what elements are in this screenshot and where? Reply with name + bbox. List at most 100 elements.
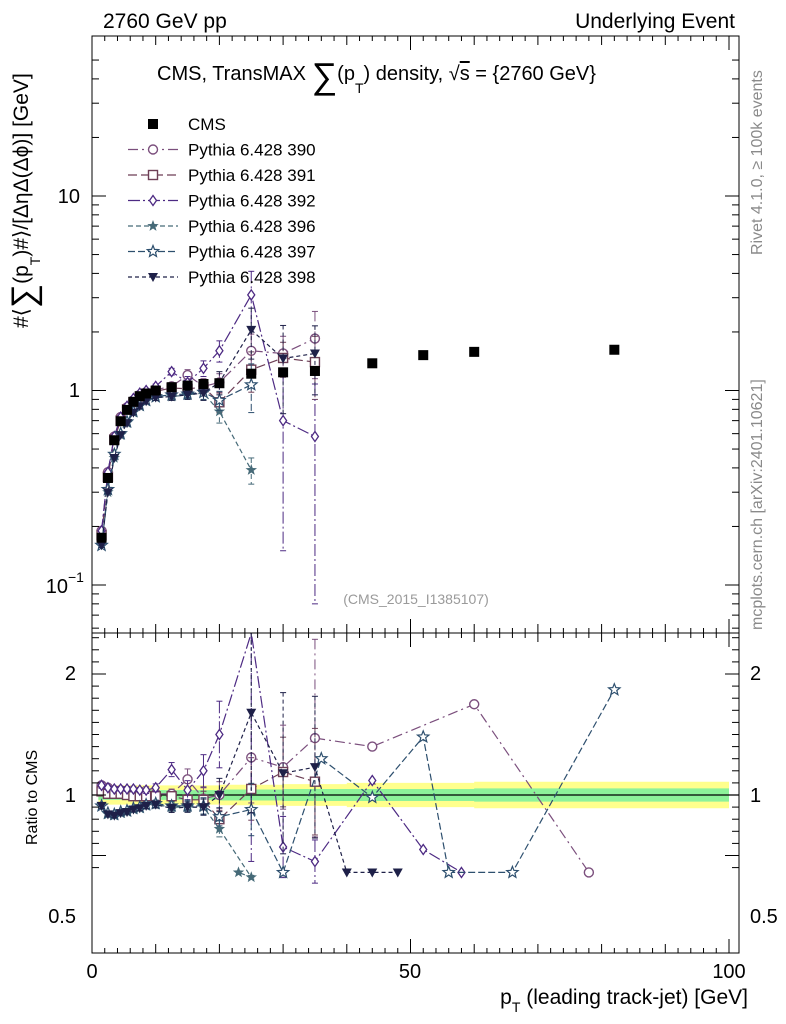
series-2-point: [199, 362, 208, 375]
cms-data-point: [214, 378, 225, 389]
y-title-rest: )#⟩/[ΔηΔ(Δϕ)] [GeV]: [10, 73, 33, 256]
series-5-point: [182, 390, 193, 400]
cms-data-point: [469, 346, 480, 357]
ratio-left-tick-0p5: 0.5: [48, 906, 76, 928]
legend-label-0: CMS: [188, 115, 226, 134]
series-5-ratio-point: [392, 868, 403, 878]
x-tick-label-0: 0: [86, 961, 97, 983]
series-2-ratio-point: [110, 782, 119, 796]
series-2-ratio-point: [97, 779, 106, 792]
cms-data-point: [115, 416, 126, 427]
legend-label-1: Pythia 6.428 390: [188, 141, 316, 160]
legend-marker-0: [148, 119, 158, 129]
series-2-ratio-point: [367, 774, 377, 787]
series-5-point: [246, 325, 257, 335]
cms-data-point: [122, 404, 133, 415]
cms-data-point: [609, 344, 620, 355]
ratio-left-tick-1: 1: [65, 785, 76, 807]
main-axis-ticks: [91, 36, 739, 633]
series-0-ratio-point: [469, 699, 480, 710]
series-5-point: [198, 389, 209, 399]
cms-data-point: [182, 380, 193, 391]
series-5-ratio-point: [166, 804, 177, 814]
series-5-point: [278, 354, 289, 364]
series-5-ratio-point: [128, 805, 139, 815]
series-5-line: [101, 328, 315, 546]
y-title-prefix: #⟨: [10, 308, 33, 328]
series-5-point: [109, 453, 120, 463]
series-5-ratio-point: [109, 811, 120, 821]
y-tick-label-exponent: −1: [68, 569, 84, 585]
cms-data-point: [128, 396, 139, 407]
series-2-ratio-point: [135, 784, 145, 797]
y-title-sum-symbol: ∑: [5, 284, 43, 308]
series-5-ratio-point: [214, 791, 225, 800]
series-4-ratio-point: [275, 864, 291, 879]
legend-label-6: Pythia 6.428 398: [188, 268, 316, 287]
series-4-ratio-point: [607, 682, 622, 696]
series-5-point: [96, 541, 107, 551]
series-2-ratio-point: [129, 782, 138, 796]
series-4-ratio-line: [101, 689, 615, 874]
cms-data-point: [198, 378, 209, 389]
cms-data-point: [246, 368, 257, 379]
series-2-ratio-point: [310, 855, 320, 868]
legend-marker-2: [147, 169, 159, 181]
series-2-line: [101, 293, 316, 531]
legend-label-3: Pythia 6.428 392: [188, 192, 316, 211]
series-3-ratio-point: [232, 866, 245, 878]
series-2-ratio-point: [116, 782, 125, 796]
y-tick-label-1: 1: [69, 380, 80, 402]
series-3-ratio-point: [213, 822, 226, 834]
y-tick-label-10: 10: [58, 186, 80, 208]
header-left-label: 2760 GeV pp: [103, 10, 227, 33]
series-2-ratio-point: [199, 764, 208, 777]
ratio-plot-frame: [91, 632, 740, 954]
ratio-plot-panel: Ratio to CMS 2 1 0.5 2 1 0.5 0 50 100 pT…: [24, 632, 778, 1015]
series-5-ratio-point: [141, 801, 152, 811]
x-axis-title: pT (leading track-jet) [GeV]: [500, 986, 748, 1015]
cms-data-point: [109, 435, 120, 446]
series-4-ratio-point: [415, 729, 431, 744]
legend-label-5: Pythia 6.428 397: [188, 243, 316, 262]
series-5-ratio-point: [246, 708, 257, 718]
x-title-rest: (leading track-jet) [GeV]: [520, 986, 748, 1009]
x-tick-label-50: 50: [399, 961, 421, 983]
ratio-right-tick-0p5: 0.5: [750, 906, 778, 928]
series-2-point: [167, 365, 176, 378]
series-5-point: [166, 392, 177, 402]
ratio-axis-ticks: [91, 633, 739, 953]
series-5-point: [309, 349, 320, 359]
cms-data-point: [141, 388, 152, 399]
series-5-ratio-point: [309, 763, 320, 773]
cms-data-point: [278, 367, 289, 378]
title-open: (p: [337, 63, 355, 85]
legend-marker-1: [147, 144, 159, 155]
analysis-id-label: (CMS_2015_I1385107): [343, 591, 489, 607]
legend-marker-4: [147, 220, 159, 231]
series-5-ratio-point: [134, 804, 145, 814]
x-title-subscript: T: [512, 999, 521, 1015]
legend: CMS Pythia 6.428 390 Pythia 6.428 391 Pythi…: [128, 115, 316, 287]
series-2-ratio-point: [103, 781, 113, 794]
title-s: s: [460, 63, 470, 85]
x-tick-label-100: 100: [712, 961, 745, 983]
title-sqrt: √: [449, 63, 460, 85]
series-4-ratio-point: [441, 864, 456, 879]
title-sum-symbol: ∑: [311, 55, 337, 96]
ratio-right-tick-1: 1: [750, 785, 761, 807]
series-2-point: [310, 430, 320, 443]
series-5-ratio-point: [198, 803, 209, 813]
series-5-ratio-point: [367, 868, 378, 878]
series-2-ratio-point: [141, 784, 151, 797]
cms-data-point: [96, 532, 107, 543]
series-5-ratio-point: [122, 807, 133, 817]
cms-data-point: [418, 350, 429, 361]
cms-data-point: [150, 385, 161, 396]
y-axis-title: #⟨∑(pT)#⟩/[ΔηΔ(Δϕ)] [GeV]: [5, 73, 43, 328]
title-close: ) density,: [364, 63, 449, 85]
title-prefix: CMS, TransMAX: [157, 63, 311, 85]
series-4-point: [243, 377, 259, 391]
series-3-point: [245, 464, 257, 475]
